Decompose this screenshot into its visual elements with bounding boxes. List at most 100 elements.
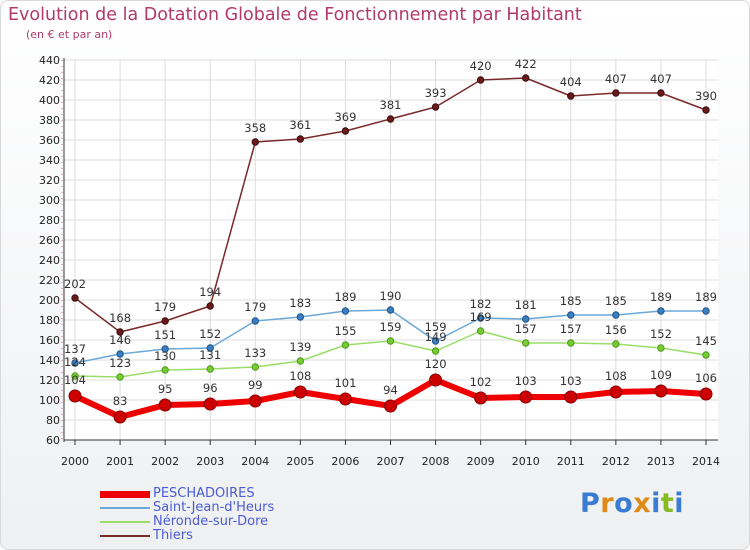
data-point	[429, 373, 443, 387]
data-point	[476, 327, 485, 335]
y-tick-label: 240	[39, 254, 60, 267]
data-point	[612, 89, 620, 97]
data-point	[474, 391, 488, 405]
data-point	[161, 317, 169, 325]
data-point	[158, 398, 172, 412]
y-tick-label: 60	[46, 434, 60, 447]
data-point	[702, 106, 710, 114]
data-point	[116, 350, 124, 358]
data-label: 101	[334, 376, 356, 390]
data-label: 102	[470, 375, 492, 389]
data-label: 156	[605, 323, 627, 337]
data-point	[657, 344, 665, 352]
data-point	[251, 138, 259, 146]
data-label: 108	[605, 369, 627, 383]
x-tick-label: 2011	[557, 455, 585, 468]
data-point	[341, 341, 350, 349]
y-tick-label: 220	[39, 274, 60, 287]
data-label: 137	[64, 342, 86, 356]
logo-letter: i	[651, 488, 661, 519]
data-point	[161, 366, 169, 374]
data-point	[251, 317, 259, 325]
legend-label: Saint-Jean-d'Heurs	[153, 500, 275, 515]
data-label: 152	[199, 327, 221, 341]
data-label: 133	[244, 346, 266, 360]
data-label: 103	[560, 374, 582, 388]
x-tick-label: 2003	[196, 455, 224, 468]
data-label: 159	[380, 320, 402, 334]
data-label: 139	[289, 340, 311, 354]
data-label: 168	[109, 311, 131, 325]
data-label: 108	[289, 369, 311, 383]
data-label: 94	[383, 383, 398, 397]
chart-title: Evolution de la Dotation Globale de Fonc…	[8, 5, 582, 25]
data-point	[522, 74, 530, 82]
logo-letter: x	[633, 488, 652, 519]
y-tick-label: 80	[46, 414, 60, 427]
y-tick-label: 120	[39, 374, 60, 387]
data-point	[206, 365, 214, 373]
data-label: 390	[695, 89, 717, 103]
x-tick-label: 2001	[106, 455, 134, 468]
x-tick-label: 2013	[647, 455, 675, 468]
data-point	[657, 307, 665, 315]
data-point	[71, 294, 79, 302]
data-point	[386, 115, 395, 123]
legend-swatch	[100, 535, 150, 537]
data-point	[567, 339, 575, 347]
data-label: 361	[289, 118, 311, 132]
data-label: 159	[425, 320, 447, 334]
data-point	[386, 337, 395, 345]
data-point	[609, 385, 623, 399]
data-point	[386, 306, 395, 314]
y-tick-label: 200	[39, 294, 60, 307]
logo-letter: i	[674, 488, 685, 519]
y-tick-label: 420	[39, 74, 60, 87]
data-label: 103	[515, 374, 537, 388]
data-point	[476, 314, 485, 322]
data-label: 131	[199, 348, 221, 362]
y-tick-label: 300	[39, 194, 60, 207]
logo-letter: r	[600, 488, 615, 519]
x-tick-label: 2014	[692, 455, 720, 468]
legend-label: Néronde-sur-Dore	[153, 514, 269, 529]
data-label: 407	[605, 72, 627, 86]
legend-swatch	[100, 521, 150, 523]
data-label: 109	[650, 368, 672, 382]
data-point	[654, 384, 668, 398]
data-point	[519, 390, 533, 404]
data-label: 106	[695, 371, 717, 385]
data-label: 190	[380, 289, 402, 303]
data-label: 83	[113, 394, 128, 408]
data-label: 155	[334, 324, 356, 338]
data-point	[564, 390, 578, 404]
data-label: 151	[154, 328, 176, 342]
data-point	[476, 76, 485, 84]
data-point	[203, 397, 217, 411]
x-tick-label: 2008	[422, 455, 450, 468]
data-point	[71, 359, 79, 367]
data-label: 104	[64, 373, 86, 387]
legend-swatch	[100, 490, 150, 498]
data-point	[251, 363, 259, 371]
data-label: 369	[334, 110, 356, 124]
data-label: 95	[158, 382, 173, 396]
data-label: 185	[605, 294, 627, 308]
data-label: 120	[425, 357, 447, 371]
legend-swatch	[100, 507, 150, 509]
data-label: 393	[425, 86, 447, 100]
data-point	[702, 307, 710, 315]
legend-label: PESCHADOIRES	[153, 486, 255, 501]
data-point	[341, 307, 350, 315]
x-tick-label: 2009	[467, 455, 495, 468]
data-point	[113, 410, 127, 424]
y-tick-label: 340	[39, 154, 60, 167]
data-point	[296, 357, 305, 365]
y-tick-label: 100	[39, 394, 60, 407]
data-label: 124	[64, 355, 86, 369]
data-point	[206, 344, 214, 352]
x-tick-label: 2000	[61, 455, 89, 468]
data-point	[699, 387, 713, 401]
data-label: 123	[109, 356, 131, 370]
x-tick-label: 2010	[512, 455, 540, 468]
